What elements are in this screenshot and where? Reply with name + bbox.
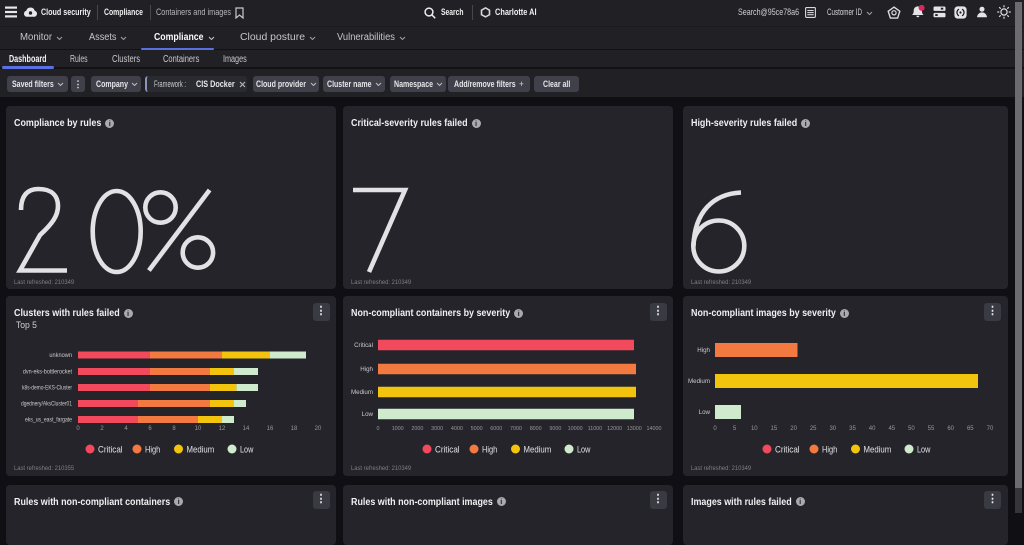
svg-text:0: 0 [713,426,717,432]
svg-text:4: 4 [124,426,128,432]
svg-text:25: 25 [810,426,817,432]
svg-text:5: 5 [733,426,737,432]
svg-text:eks_us_east_fargate: eks_us_east_fargate [25,417,72,424]
svg-text:65: 65 [967,426,974,432]
svg-text:40: 40 [869,426,876,432]
svg-text:High: High [697,347,710,354]
svg-text:18: 18 [291,426,298,432]
svg-text:Medium: Medium [351,389,373,396]
svg-text:High: High [360,366,373,373]
svg-text:20: 20 [315,426,322,432]
svg-text:6: 6 [148,426,152,432]
svg-text:Medium: Medium [187,444,215,455]
svg-text:Medium: Medium [864,444,892,455]
svg-text:High: High [822,444,837,455]
svg-text:Critical: Critical [435,444,460,455]
svg-text:0: 0 [76,426,80,432]
svg-text:11000: 11000 [588,426,603,432]
svg-text:Low: Low [917,444,930,455]
svg-text:Low: Low [362,411,374,418]
svg-text:50: 50 [908,426,915,432]
svg-text:Critical: Critical [354,342,373,349]
svg-text:dvn-eks-bottlerocket: dvn-eks-bottlerocket [23,369,72,376]
svg-text:Low: Low [699,409,711,416]
svg-text:3000: 3000 [431,426,443,432]
svg-text:55: 55 [928,426,935,432]
svg-text:Medium: Medium [524,444,552,455]
svg-text:15: 15 [771,426,778,432]
svg-text:60: 60 [947,426,954,432]
svg-text:High: High [482,444,497,455]
svg-text:10000: 10000 [568,426,583,432]
svg-text:10: 10 [195,426,202,432]
svg-text:k8s-demo-EKS-Cluster: k8s-demo-EKS-Cluster [22,385,72,392]
svg-text:8: 8 [172,426,176,432]
svg-text:12000: 12000 [607,426,622,432]
svg-text:9000: 9000 [549,426,561,432]
svg-text:5000: 5000 [471,426,483,432]
svg-text:Low: Low [240,444,253,455]
svg-text:unknown: unknown [49,352,72,359]
svg-text:8000: 8000 [530,426,542,432]
svg-text:70: 70 [987,426,994,432]
svg-text:6000: 6000 [490,426,502,432]
svg-text:14000: 14000 [647,426,662,432]
svg-text:1000: 1000 [392,426,404,432]
svg-text:7000: 7000 [510,426,522,432]
svg-text:Critical: Critical [98,444,123,455]
svg-text:Critical: Critical [775,444,800,455]
svg-text:13000: 13000 [627,426,642,432]
svg-text:35: 35 [849,426,856,432]
svg-text:Medium: Medium [688,378,710,385]
svg-text:2000: 2000 [411,426,423,432]
svg-text:Low: Low [577,444,590,455]
svg-text:10: 10 [751,426,758,432]
svg-text:dgednery/AksCluster01: dgednery/AksCluster01 [21,401,72,408]
svg-text:16: 16 [267,426,274,432]
svg-text:0: 0 [377,426,380,432]
svg-text:12: 12 [219,426,226,432]
svg-text:14: 14 [243,426,250,432]
svg-text:30: 30 [829,426,836,432]
svg-text:45: 45 [888,426,895,432]
svg-text:4000: 4000 [451,426,463,432]
svg-text:2: 2 [100,426,104,432]
svg-text:20: 20 [790,426,797,432]
svg-text:High: High [145,444,160,455]
